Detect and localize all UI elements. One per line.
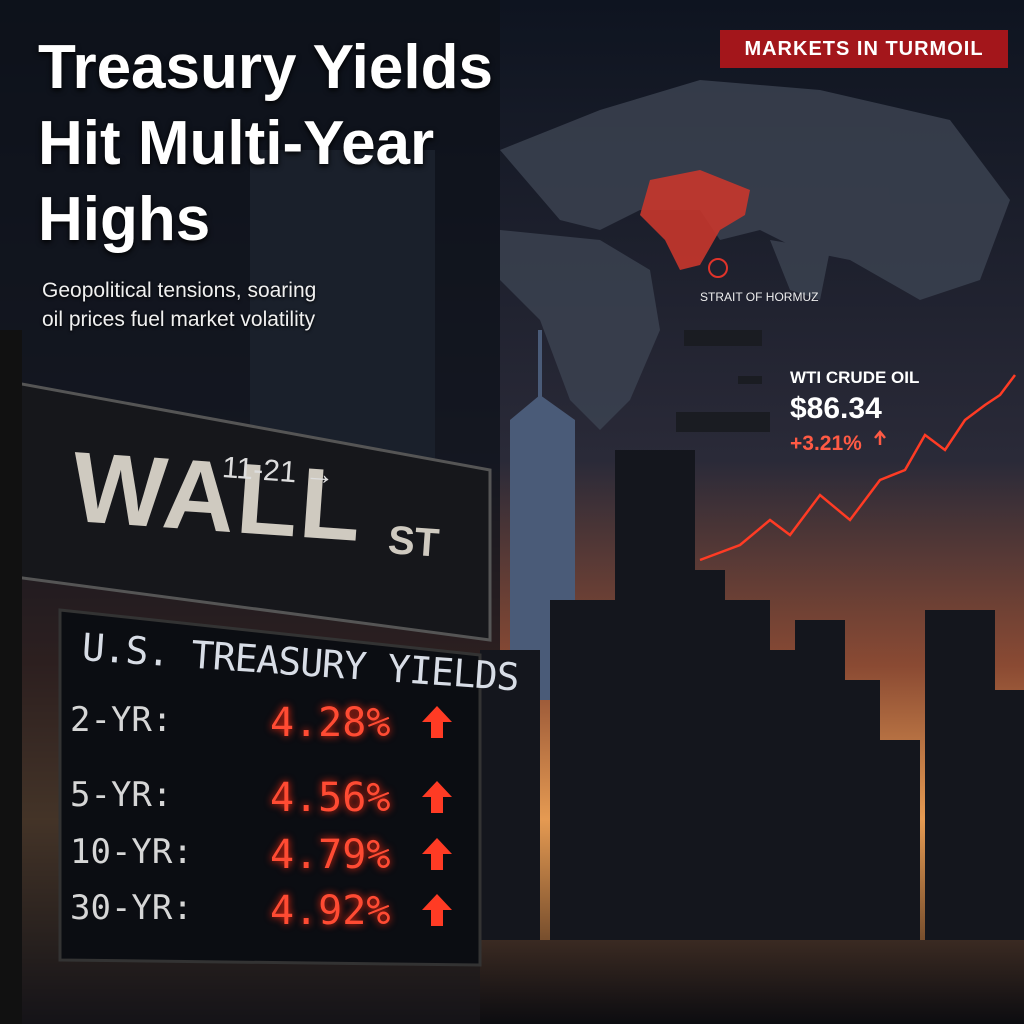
arrows (422, 706, 452, 926)
world-map (500, 80, 1010, 430)
up-arrow (874, 430, 886, 445)
up-arrow (422, 781, 452, 813)
headline: Treasury Yields Hit Multi-Year Highs (38, 33, 493, 254)
yield-value: 4.92% (270, 888, 391, 934)
up-arrow (422, 838, 452, 870)
subheadline: Geopolitical tensions, soaring oil price… (42, 279, 317, 331)
oil-price: $86.34 (790, 392, 882, 425)
yield-value: 4.56% (270, 775, 391, 821)
skyline (250, 150, 1024, 950)
target-icon (708, 258, 728, 278)
sign-street: WALL (68, 430, 367, 564)
badge: MARKETS IN TURMOIL (720, 30, 1008, 68)
up-arrow (422, 706, 452, 738)
oil-change: +3.21% (790, 432, 862, 455)
sign-post (0, 330, 22, 1024)
up-arrow (422, 894, 452, 926)
river (480, 940, 1024, 1024)
yield-board (58, 608, 482, 967)
yield-term: 10-YR: (70, 832, 193, 872)
sign-suffix: ST (386, 518, 441, 566)
yield-value: 4.28% (270, 700, 391, 746)
yield-term: 2-YR: (70, 700, 173, 740)
oil-label: WTI CRUDE OIL (790, 368, 920, 387)
ships (676, 330, 770, 432)
highlight-region (640, 170, 750, 270)
map-label: STRAIT OF HORMUZ (700, 290, 819, 304)
yield-term: 30-YR: (70, 888, 193, 928)
yield-value: 4.79% (270, 832, 391, 878)
oil-trend-line (699, 374, 1016, 562)
street-sign (0, 378, 492, 642)
yield-term: 5-YR: (70, 775, 173, 815)
